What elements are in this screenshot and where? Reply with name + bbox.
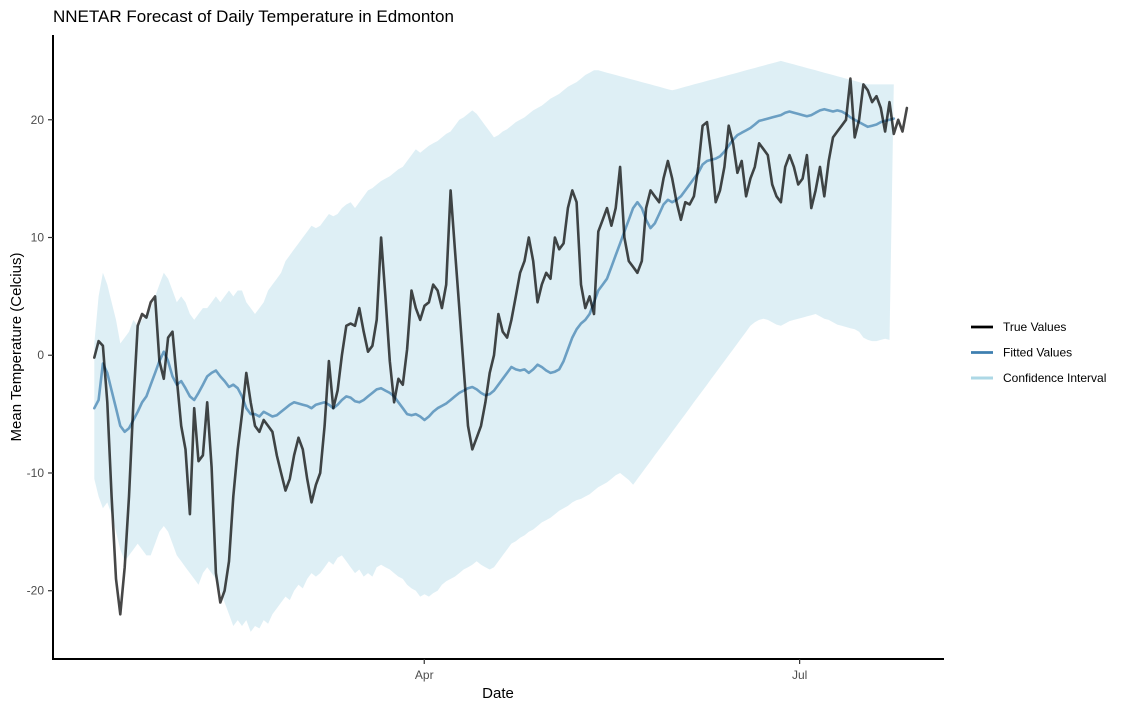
- y-tick-label: -10: [27, 466, 45, 480]
- y-tick-label: 20: [31, 113, 45, 127]
- y-axis-ticks: -20 -10 0 10 20: [27, 113, 53, 598]
- x-tick-label: Jul: [792, 668, 807, 682]
- x-tick-label: Apr: [415, 668, 434, 682]
- fitted-values-line: [93, 107, 896, 434]
- legend-label: True Values: [1003, 320, 1066, 334]
- legend: True Values Fitted Values Confidence Inter…: [971, 320, 1106, 385]
- y-tick-label: 10: [31, 231, 45, 245]
- y-axis-title: Mean Temperature (Celcius): [8, 253, 25, 442]
- true-values-line: [93, 77, 909, 616]
- x-axis-ticks: Apr Jul: [415, 659, 807, 682]
- plot-area: [93, 60, 909, 632]
- legend-label: Confidence Interval: [1003, 371, 1106, 385]
- legend-label: Fitted Values: [1003, 346, 1072, 360]
- y-tick-label: 0: [37, 348, 44, 362]
- true-values-layer: [93, 77, 909, 616]
- x-axis-title: Date: [482, 685, 514, 702]
- y-tick-label: -20: [27, 584, 45, 598]
- fitted-values-layer: [93, 107, 896, 434]
- chart-title: NNETAR Forecast of Daily Temperature in …: [53, 7, 454, 26]
